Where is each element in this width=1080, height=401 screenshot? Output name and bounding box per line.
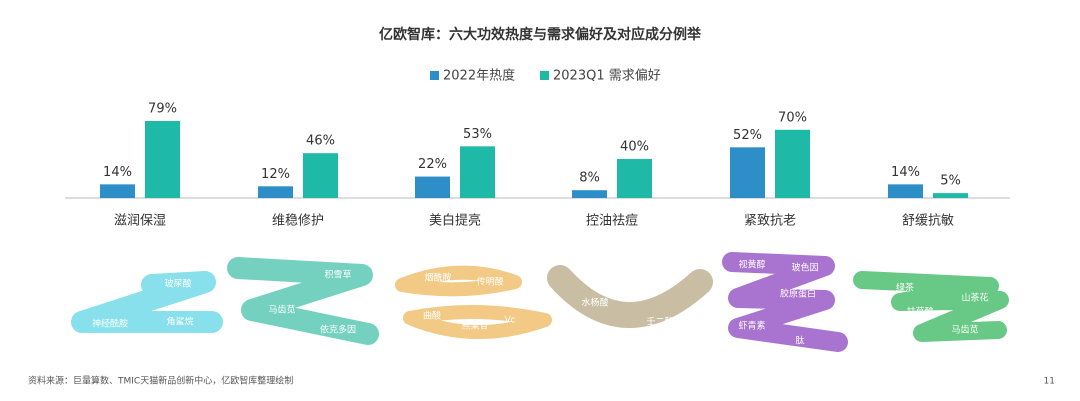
bar	[258, 186, 293, 198]
legend-label: 2022年热度	[443, 68, 515, 84]
bar	[415, 176, 450, 198]
bar	[933, 193, 968, 198]
ingredient-label: 积雪草	[324, 269, 351, 281]
data-label: 52%	[733, 128, 762, 143]
ingredient-label: 水杨酸	[581, 297, 608, 309]
legend-label: 2023Q1 需求偏好	[553, 69, 661, 84]
ingredient-label: 绿茶	[896, 282, 914, 294]
ingredient-label: 熊果苷	[461, 320, 488, 332]
bar	[100, 184, 135, 198]
data-label: 79%	[148, 102, 177, 117]
ingredient-label: 依克多因	[320, 324, 356, 336]
ingredient-label: 玻尿酸	[164, 278, 191, 290]
ingredient-label: 肽	[795, 335, 804, 347]
legend-swatch	[430, 71, 439, 80]
bar	[572, 190, 607, 198]
data-label: 12%	[261, 167, 290, 182]
brush	[547, 265, 713, 328]
data-label: 46%	[306, 134, 335, 149]
ingredient-label: 马齿苋	[951, 325, 978, 336]
ingredient-label: 虾青素	[738, 320, 765, 332]
ingredient-label: 烟酰胺	[424, 272, 451, 284]
page-number: 11	[1044, 377, 1055, 387]
ingredient-label: 玻色因	[791, 262, 818, 274]
brush	[722, 252, 848, 352]
data-label: 70%	[778, 110, 807, 125]
data-label: 14%	[891, 165, 920, 180]
ingredient-label: 山茶花	[961, 292, 988, 304]
bar	[730, 147, 765, 198]
bar	[888, 184, 923, 198]
bar	[775, 129, 810, 198]
brush	[403, 305, 552, 339]
legend-swatch	[540, 71, 549, 80]
bar	[303, 153, 338, 198]
x-tick-label: 维稳修护	[272, 213, 324, 229]
ingredient-label: Vc	[504, 316, 515, 326]
source-note: 资料来源：巨量算数、TMIC天猫新品创新中心，亿欧智库整理绘制	[28, 375, 293, 387]
ingredient-label: 胶原蛋白	[780, 288, 816, 300]
data-label: 5%	[940, 174, 961, 189]
data-label: 14%	[103, 165, 132, 180]
bar	[145, 121, 180, 198]
ingredient-label: 壬二酸	[646, 317, 673, 328]
bar	[460, 146, 495, 198]
ingredient-label: 马齿苋	[268, 305, 295, 316]
x-tick-label: 控油祛痘	[586, 213, 638, 229]
data-label: 22%	[418, 157, 447, 172]
ingredient-label: 神经酰胺	[92, 318, 128, 330]
bar	[617, 159, 652, 198]
data-label: 8%	[579, 171, 600, 186]
data-label: 53%	[463, 127, 492, 142]
ingredient-label: 角鲨烷	[166, 316, 193, 328]
x-tick-label: 紧致抗老	[744, 214, 796, 229]
brush-strokes	[71, 252, 1009, 352]
chart-title: 亿欧智库：六大功效热度与需求偏好及对应成分例举	[379, 26, 702, 43]
brush	[227, 257, 379, 345]
x-tick-label: 舒缓抗敏	[902, 214, 954, 229]
ingredient-label: 视黄醇	[738, 259, 765, 271]
ingredient-label: 曲酸	[423, 311, 441, 322]
brush	[71, 271, 223, 333]
x-tick-label: 滋润保湿	[114, 214, 166, 229]
ingredient-label: 甘草酸	[906, 306, 933, 318]
brush	[395, 265, 522, 297]
ingredient-label: 传明酸	[476, 276, 503, 288]
data-label: 40%	[620, 140, 649, 155]
brush	[853, 271, 1009, 342]
x-tick-label: 美白提亮	[429, 213, 481, 229]
